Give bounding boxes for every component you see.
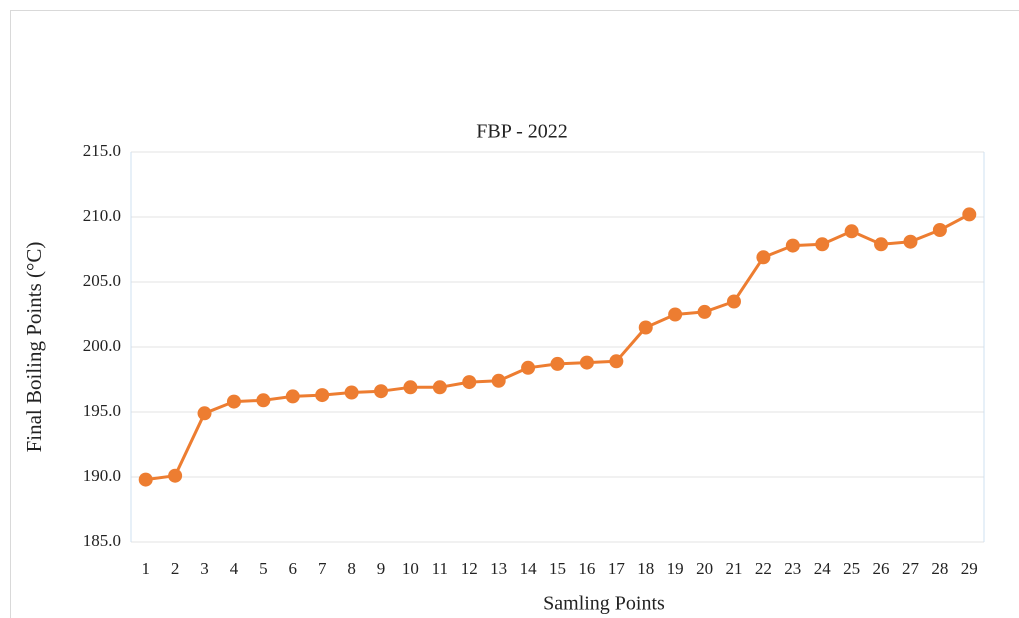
data-point — [844, 224, 859, 239]
x-tick-label: 11 — [432, 559, 448, 578]
data-point — [138, 472, 153, 487]
data-point — [315, 388, 330, 403]
data-point — [609, 354, 624, 369]
y-tick-label: 185.0 — [83, 531, 121, 550]
data-point — [638, 320, 653, 335]
data-point — [874, 237, 889, 252]
chart-frame — [10, 10, 1019, 618]
x-tick-label: 25 — [843, 559, 860, 578]
data-point — [168, 468, 183, 483]
x-tick-label: 4 — [230, 559, 239, 578]
data-point — [344, 385, 359, 400]
data-point — [550, 356, 565, 371]
data-point — [285, 389, 300, 404]
y-tick-label: 210.0 — [83, 206, 121, 225]
data-point — [903, 234, 918, 249]
data-point — [726, 294, 741, 309]
data-point — [579, 355, 594, 370]
x-tick-label: 21 — [725, 559, 742, 578]
data-point — [962, 207, 977, 222]
data-point — [403, 380, 418, 395]
x-tick-label: 22 — [755, 559, 772, 578]
x-tick-label: 3 — [200, 559, 209, 578]
x-tick-label: 29 — [961, 559, 978, 578]
x-tick-label: 19 — [667, 559, 684, 578]
data-point — [256, 393, 271, 408]
x-tick-label: 20 — [696, 559, 713, 578]
chart-title: FBP - 2022 — [476, 121, 568, 143]
x-tick-label: 28 — [931, 559, 948, 578]
x-tick-label: 16 — [578, 559, 595, 578]
x-tick-label: 13 — [490, 559, 507, 578]
x-tick-label: 8 — [347, 559, 356, 578]
data-point — [785, 238, 800, 253]
x-tick-label: 1 — [141, 559, 150, 578]
x-tick-label: 9 — [377, 559, 386, 578]
x-tick-label: 24 — [814, 559, 832, 578]
data-point — [197, 406, 212, 421]
y-tick-label: 205.0 — [83, 271, 121, 290]
x-tick-label: 7 — [318, 559, 327, 578]
x-axis-label: Samling Points — [543, 593, 665, 615]
x-tick-label: 17 — [608, 559, 626, 578]
y-tick-label: 215.0 — [83, 141, 121, 160]
data-point — [462, 375, 477, 390]
data-point — [432, 380, 447, 395]
data-point — [815, 237, 830, 252]
data-point — [521, 360, 536, 375]
x-tick-label: 15 — [549, 559, 566, 578]
y-tick-label: 190.0 — [83, 466, 121, 485]
x-tick-label: 14 — [520, 559, 538, 578]
x-tick-label: 2 — [171, 559, 180, 578]
x-tick-label: 10 — [402, 559, 419, 578]
data-point — [226, 394, 241, 409]
data-point — [668, 307, 683, 322]
x-tick-label: 23 — [784, 559, 801, 578]
y-tick-label: 200.0 — [83, 336, 121, 355]
data-point — [932, 223, 947, 237]
x-tick-label: 27 — [902, 559, 920, 578]
x-tick-label: 18 — [637, 559, 654, 578]
data-point — [756, 250, 771, 265]
x-tick-label: 5 — [259, 559, 268, 578]
data-point — [491, 373, 506, 388]
x-tick-label: 12 — [461, 559, 478, 578]
y-tick-label: 195.0 — [83, 401, 121, 420]
x-tick-label: 26 — [873, 559, 890, 578]
data-point — [697, 304, 712, 319]
x-tick-label: 6 — [289, 559, 298, 578]
data-point — [374, 384, 389, 399]
y-axis-label: Final Boiling Points (°C) — [22, 242, 46, 453]
